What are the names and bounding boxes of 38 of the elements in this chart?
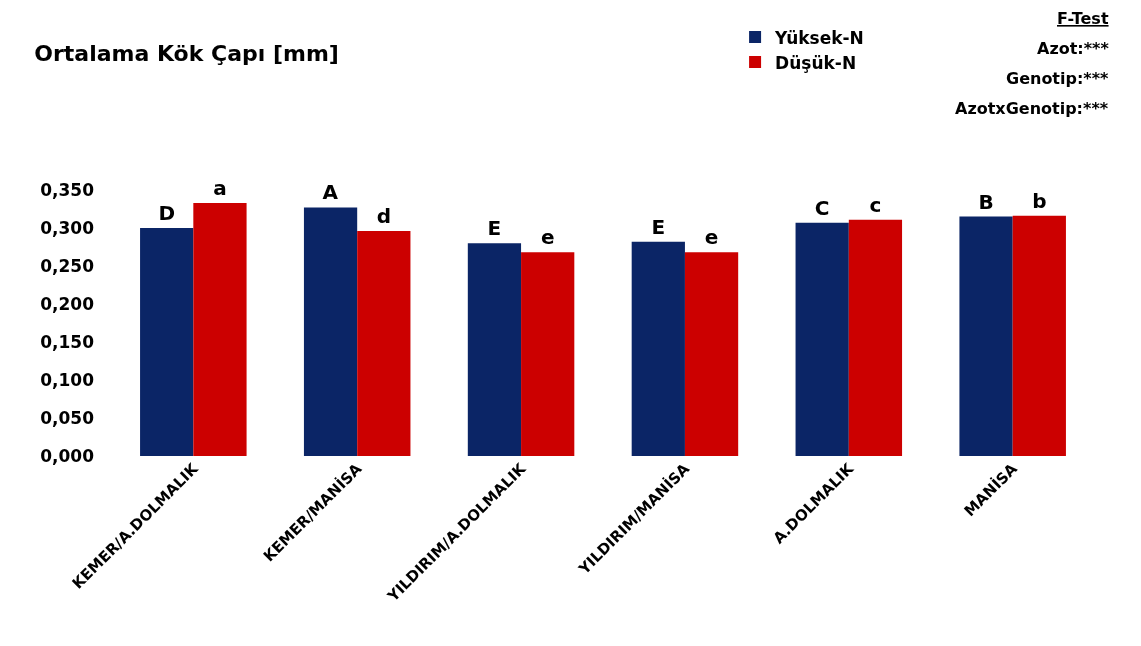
bar — [140, 228, 194, 456]
bar — [684, 252, 739, 456]
y-tick-label: 0,100 — [40, 369, 95, 390]
data-label: E — [487, 216, 502, 241]
y-tick-label: 0,150 — [40, 331, 95, 352]
data-label: b — [1032, 188, 1047, 213]
text: Azot:*** — [1037, 39, 1110, 58]
bar — [467, 243, 522, 456]
data-label: e — [704, 225, 719, 250]
data-label: e — [540, 225, 555, 250]
text: AzotxGenotip:*** — [955, 99, 1109, 118]
bar — [848, 219, 903, 456]
text: F-Test — [1057, 9, 1109, 28]
data-label: d — [376, 204, 391, 229]
data-label: c — [869, 192, 882, 217]
y-tick-label: 0,200 — [40, 293, 95, 314]
bar — [357, 231, 411, 456]
bar — [303, 207, 358, 456]
data-label: a — [213, 175, 227, 200]
text: Genotip:*** — [1006, 69, 1110, 88]
data-label: A — [322, 180, 339, 205]
legend-label: Yüksek-N — [774, 27, 864, 48]
bar — [1012, 215, 1066, 456]
bar — [193, 202, 247, 456]
bar — [521, 252, 575, 456]
chart-title: Ortalama Kök Çapı [mm] — [34, 40, 339, 66]
legend-label: Düşük-N — [775, 52, 857, 73]
data-label: C — [814, 195, 830, 220]
bar — [959, 216, 1013, 456]
data-label: E — [651, 214, 666, 239]
data-label: D — [158, 201, 175, 225]
y-tick-label: 0,050 — [40, 407, 95, 428]
y-tick-label: 0,300 — [40, 217, 95, 238]
y-tick-label: 0,250 — [40, 255, 95, 276]
bar — [795, 222, 849, 456]
y-tick-label: 0,350 — [40, 179, 95, 200]
bar — [631, 241, 685, 456]
data-label: B — [978, 189, 994, 214]
